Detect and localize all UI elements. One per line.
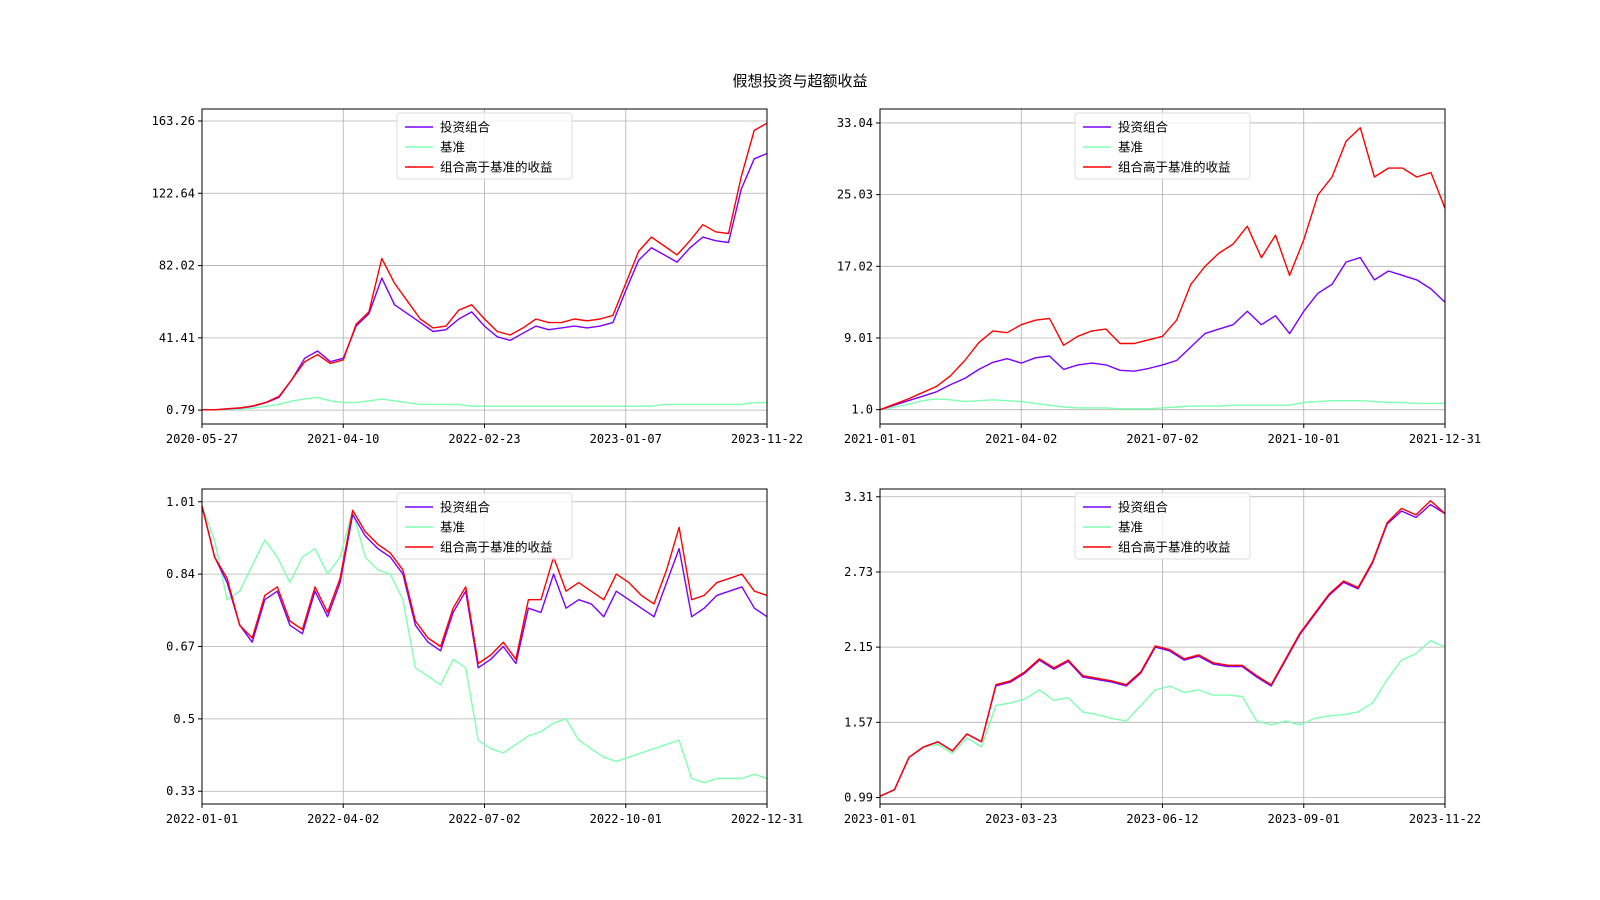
y-tick-label: 41.41 <box>159 331 195 345</box>
subplot-4: 0.99 1.57 2.15 2.73 3.31 2023-01-01 2023-03-23… <box>844 488 1481 826</box>
legend-box <box>396 492 573 560</box>
y-tick-label: 1.0 <box>851 403 873 417</box>
figure-title: 假想投资与超额收益 <box>732 72 867 90</box>
legend-label-portfolio: 投资组合 <box>1118 500 1169 515</box>
x-tick-label: 2022-12-31 <box>731 812 803 826</box>
x-tick-label: 2021-07-02 <box>1126 432 1198 446</box>
series-line-excess <box>201 505 768 665</box>
legend-label-benchmark: 基准 <box>1118 140 1143 155</box>
x-tick-label: 2023-01-07 <box>590 432 662 446</box>
y-tick-label: 1.57 <box>844 715 873 729</box>
x-tick-label: 2023-11-22 <box>1409 812 1481 826</box>
y-tick-label: 0.67 <box>166 640 195 654</box>
legend-label-excess: 组合高于基准的收益 <box>1118 160 1231 175</box>
x-tick-label: 2023-06-12 <box>1126 812 1198 826</box>
x-tick-label: 2022-04-02 <box>307 812 379 826</box>
y-tick-label: 2.15 <box>844 640 873 654</box>
x-tick-label: 2023-03-23 <box>985 812 1057 826</box>
series-line-portfolio <box>201 505 768 669</box>
subplot-1: 0.79 41.41 82.02 122.64 163.26 2020-05-27 2021… <box>152 108 803 446</box>
series-line-excess <box>202 122 768 411</box>
legend-label-portfolio: 投资组合 <box>440 500 491 515</box>
legend-label-benchmark: 基准 <box>1118 520 1143 535</box>
y-tick-label: 0.5 <box>173 712 195 726</box>
y-tick-label: 0.99 <box>844 791 873 805</box>
x-tick-label: 2023-01-01 <box>844 812 916 826</box>
series-line-benchmark <box>879 640 1446 797</box>
subplot-3: 0.33 0.5 0.67 0.84 1.01 2022-01-01 2022-04-02 2… <box>166 488 803 826</box>
x-tick-label: 2022-02-23 <box>448 432 520 446</box>
x-tick-label: 2022-01-01 <box>166 812 238 826</box>
legend-label-excess: 组合高于基准的收益 <box>440 540 553 555</box>
x-tick-label: 2021-12-31 <box>1409 432 1481 446</box>
legend-label-portfolio: 投资组合 <box>1118 120 1169 135</box>
axes-frame <box>201 108 768 425</box>
legend-label-excess: 组合高于基准的收益 <box>1118 540 1231 555</box>
y-tick-label: 0.79 <box>166 403 195 417</box>
y-tick-label: 0.84 <box>166 567 195 581</box>
legend-label-excess: 组合高于基准的收益 <box>440 160 553 175</box>
y-tick-label: 3.31 <box>844 490 873 504</box>
axes-frame <box>201 488 768 805</box>
x-tick-label: 2022-07-02 <box>448 812 520 826</box>
x-tick-label: 2021-04-10 <box>307 432 379 446</box>
legend-label-portfolio: 投资组合 <box>440 120 491 135</box>
legend-box <box>1074 112 1251 180</box>
y-tick-label: 1.01 <box>166 495 195 509</box>
y-tick-label: 33.04 <box>837 116 873 130</box>
axes-frame <box>879 488 1446 805</box>
series-line-benchmark <box>879 398 1445 411</box>
y-tick-label: 82.02 <box>159 259 195 273</box>
y-tick-label: 2.73 <box>844 565 873 579</box>
y-tick-label: 17.02 <box>837 259 873 273</box>
y-tick-label: 163.26 <box>152 114 195 128</box>
x-tick-label: 2021-10-01 <box>1268 432 1340 446</box>
series-line-portfolio <box>879 256 1446 411</box>
series-line-excess <box>879 127 1446 411</box>
series-line-excess <box>879 500 1446 797</box>
y-tick-label: 9.01 <box>844 331 873 345</box>
series-line-benchmark <box>202 396 767 411</box>
x-tick-label: 2020-05-27 <box>166 432 238 446</box>
legend-box <box>1074 492 1251 560</box>
legend-box <box>396 112 573 180</box>
series-line-benchmark <box>201 505 768 784</box>
x-tick-label: 2022-10-01 <box>590 812 662 826</box>
legend-label-benchmark: 基准 <box>440 140 465 155</box>
subplots: 0.79 41.41 82.02 122.64 163.26 2020-05-27 2021… <box>152 108 1481 826</box>
x-tick-label: 2023-09-01 <box>1268 812 1340 826</box>
x-tick-label: 2023-11-22 <box>731 432 803 446</box>
y-tick-label: 122.64 <box>152 186 195 200</box>
subplot-2: 1.0 9.01 17.02 25.03 33.04 2021-01-01 2021-04-… <box>837 108 1481 446</box>
x-tick-label: 2021-01-01 <box>844 432 916 446</box>
y-tick-label: 25.03 <box>837 188 873 202</box>
legend-label-benchmark: 基准 <box>440 520 465 535</box>
y-tick-label: 0.33 <box>166 784 195 798</box>
axes-frame <box>879 108 1446 425</box>
x-tick-label: 2021-04-02 <box>985 432 1057 446</box>
